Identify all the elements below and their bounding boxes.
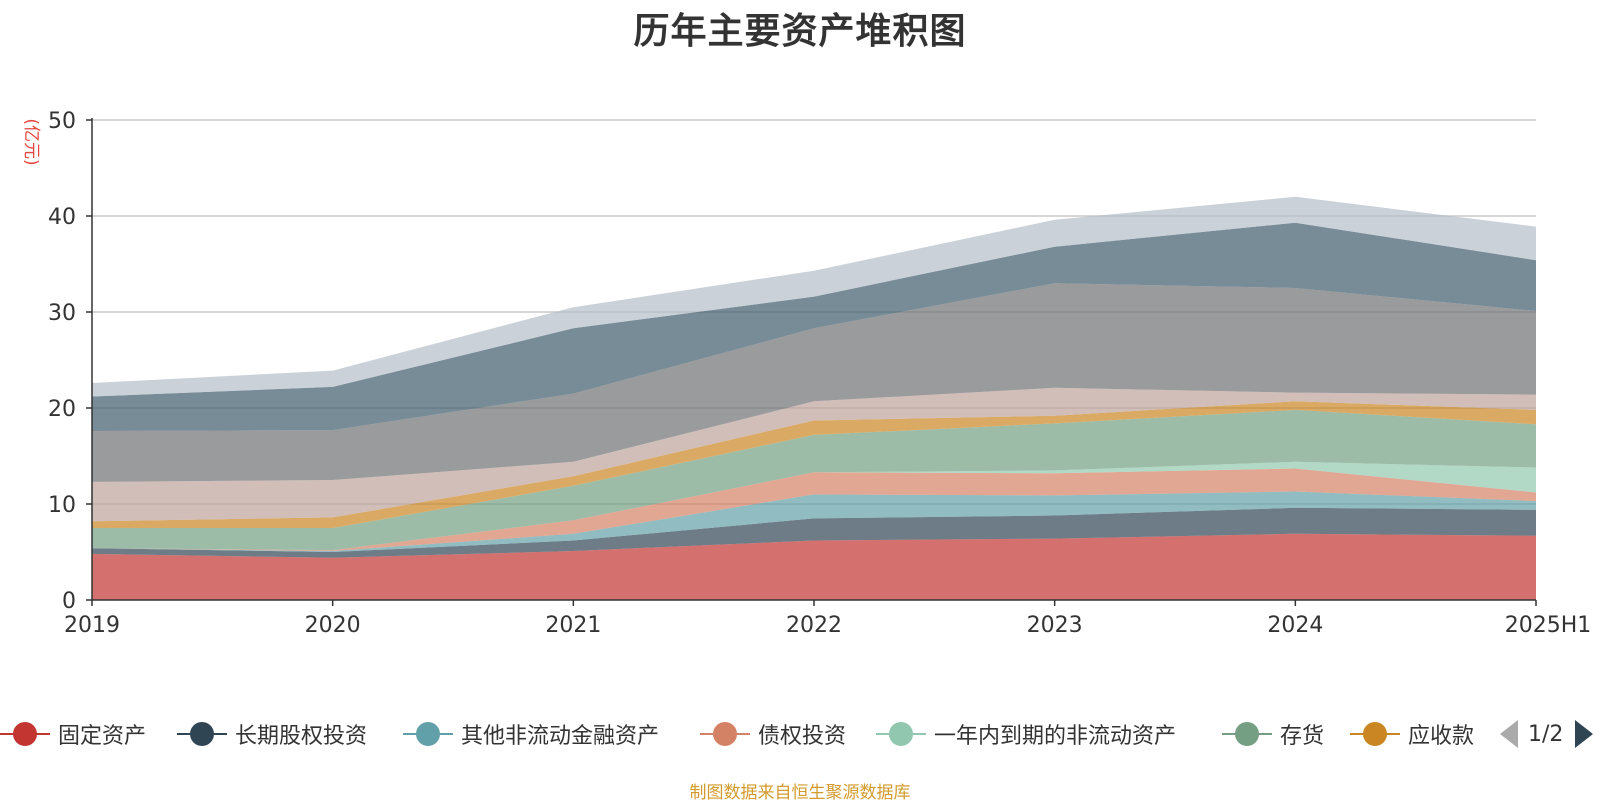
legend-marker-icon [876, 716, 926, 752]
x-tick-label: 2024 [1267, 613, 1323, 638]
legend-item[interactable]: 一年内到期的非流动资产 [876, 716, 1176, 752]
legend-marker-icon [0, 716, 50, 752]
y-tick-labels: 0 10 20 30 40 50 [48, 109, 76, 614]
legend-item[interactable]: 其他非流动金融资产 [403, 716, 659, 752]
chart-title: 历年主要资产堆积图 [633, 11, 967, 52]
y-tick-label: 30 [48, 301, 76, 326]
legend-item[interactable]: 固定资产 [0, 716, 146, 752]
area-series-5 [92, 409, 1536, 551]
y-tick-label: 20 [48, 397, 76, 422]
y-tick-label: 0 [62, 589, 76, 614]
legend-label: 固定资产 [58, 724, 147, 749]
area-series-2 [92, 491, 1536, 552]
x-tick-label: 2022 [786, 613, 842, 638]
y-tick-label: 50 [48, 109, 76, 134]
legend-pager: 1/2 [1500, 716, 1594, 752]
stacked-areas [92, 196, 1536, 600]
area-series-3 [92, 468, 1536, 551]
area-series-4 [92, 461, 1536, 551]
legend-item[interactable]: 长期股权投资 [177, 716, 367, 752]
legend-label: 长期股权投资 [235, 724, 368, 749]
area-series-6 [92, 401, 1536, 528]
legend-label: 其他非流动金融资产 [461, 724, 660, 749]
legend-label: 债权投资 [758, 724, 847, 749]
area-series-10 [92, 196, 1536, 397]
legend-label: 一年内到期的非流动资产 [934, 724, 1177, 749]
legend-item[interactable]: 债权投资 [700, 716, 846, 752]
x-tick-label: 2021 [545, 613, 601, 638]
legend-marker-icon [403, 716, 453, 752]
legend-marker-icon [177, 716, 227, 752]
area-series-1 [92, 507, 1536, 558]
legend-page-indicator: 1/2 [1528, 721, 1564, 747]
legend-next-page-icon[interactable] [1575, 720, 1594, 748]
x-tick-label: 2023 [1027, 613, 1083, 638]
area-series-7 [92, 387, 1536, 522]
source-note: 制图数据来自恒生聚源数据库 [689, 783, 911, 803]
legend: 固定资产 长期股权投资 其他非流动金融资产 债权投资 一年内到期的非流动资产 存货 应收款 [0, 716, 1600, 752]
legend-marker-icon [700, 716, 750, 752]
x-tick-labels: 2019 2020 2021 2022 2023 2024 2025H1 [64, 613, 1591, 638]
area-series-8 [92, 283, 1536, 482]
area-series-9 [92, 222, 1536, 431]
legend-prev-page-icon[interactable] [1500, 720, 1518, 748]
y-axis-unit-label: (亿元) [21, 118, 41, 165]
x-tick-label: 2025H1 [1505, 613, 1592, 638]
area-series-0 [92, 533, 1536, 600]
chart-plot: 0 10 20 30 40 50 2019 2020 2021 2022 2023 2024 2025… [21, 109, 1591, 638]
axes [91, 118, 1537, 606]
legend-label: 存货 [1280, 724, 1325, 749]
legend-item[interactable]: 存货 [1222, 716, 1324, 752]
x-tick-label: 2020 [305, 613, 361, 638]
legend-label: 应收款 [1408, 724, 1475, 749]
x-tick-label: 2019 [64, 613, 120, 638]
y-tick-label: 10 [48, 493, 76, 518]
legend-item[interactable]: 应收款 [1350, 716, 1474, 752]
y-tick-label: 40 [48, 205, 76, 230]
legend-marker-icon [1222, 716, 1272, 752]
legend-marker-icon [1350, 716, 1400, 752]
